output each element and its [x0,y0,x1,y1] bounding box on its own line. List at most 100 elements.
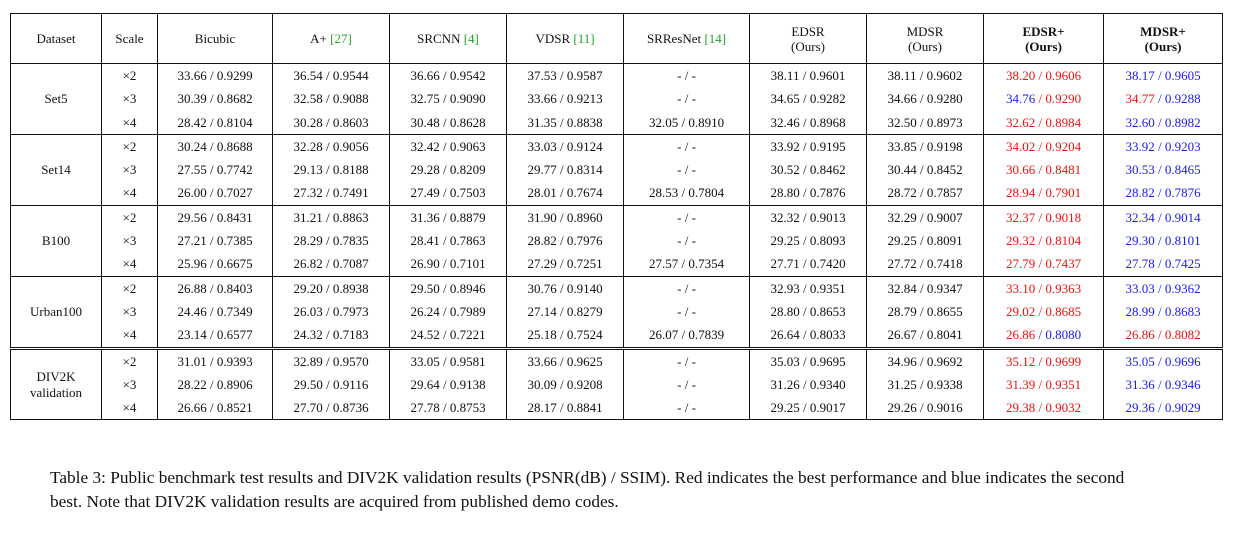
ssim-value: 0.9124 [566,138,603,154]
ssim-value: 0.9601 [809,68,846,83]
psnr-value: 30.76 [527,280,557,296]
results-table-container: Dataset Scale Bicubic A+ [27] SRCNN [4] VDSR … [10,13,1223,421]
value-separator: / [322,280,333,296]
result-cell: 29.38 / 0.9032 [983,396,1104,421]
psnr-value: 23.14 [177,327,207,343]
value-separator: / [799,353,810,369]
ssim-value: 0.9116 [333,376,369,392]
result-cell: 28.82 / 0.7876 [1103,181,1223,206]
ssim-value: 0.8653 [809,303,846,319]
psnr-value: 24.32 [293,327,323,343]
result-cell: 29.13 / 0.8188 [272,158,390,182]
psnr-value: 38.11 [887,68,917,83]
ssim-value: 0.8521 [216,400,253,416]
value-separator: / [556,400,567,416]
result-cell: 34.65 / 0.9282 [749,87,867,111]
column-header: Bicubic [157,13,273,64]
value-separator: / [322,256,333,272]
value-separator: / [799,185,810,201]
value-separator: / [681,376,692,392]
value-separator: / [322,209,333,225]
result-cell: 33.03 / 0.9124 [506,133,624,159]
result-cell: 29.28 / 0.8209 [389,158,507,182]
ssim-value: 0.7418 [926,256,963,272]
ssim-value: 0.7385 [216,233,253,249]
ssim-value: 0.9362 [1164,280,1201,296]
psnr-value: 33.10 [1005,280,1036,296]
value-separator: / [799,303,810,319]
result-cell: 28.80 / 0.8653 [749,299,867,324]
scale-cell: ×3 [101,87,158,111]
value-separator: / [678,114,689,130]
value-separator: / [1154,68,1165,83]
result-cell: - / - [623,275,750,300]
header-row: Dataset Scale Bicubic A+ [27] SRCNN [4] VDSR … [10,13,1223,64]
psnr-value: 29.25 [770,400,800,416]
result-cell: 29.56 / 0.8431 [157,204,273,230]
ssim-value: - [691,162,696,178]
psnr-value: 28.79 [887,303,917,319]
ssim-value: 0.9542 [449,68,486,83]
result-cell: 28.72 / 0.7857 [866,181,984,206]
psnr-value: 29.02 [1005,303,1036,319]
ssim-value: 0.7863 [449,233,486,249]
value-separator: / [206,327,217,343]
psnr-value: 32.75 [410,91,440,107]
result-cell: 31.26 / 0.9340 [749,372,867,397]
value-separator: / [799,376,810,392]
ssim-value: 0.7524 [566,327,603,343]
result-cell: 33.66 / 0.9625 [506,346,624,373]
scale-cell: ×4 [101,181,158,206]
ssim-value: 0.8462 [809,162,846,178]
psnr-value: 27.79 [1005,256,1036,272]
value-separator: / [799,114,810,130]
value-separator: / [206,400,217,416]
value-separator: / [799,400,810,416]
dataset-name: Urban100 [11,304,101,320]
ssim-value: 0.8188 [332,162,369,178]
value-separator: / [556,303,567,319]
ssim-value: 0.9063 [449,138,486,154]
result-cell: 31.01 / 0.9393 [157,346,273,373]
ssim-value: 0.8688 [216,138,253,154]
ssim-value: 0.8879 [449,209,486,225]
psnr-value: 30.28 [293,114,323,130]
value-separator: / [916,162,927,178]
column-header: Dataset [10,13,102,64]
psnr-value: 30.52 [770,162,800,178]
table-row: ×3 30.39 / 0.8682 32.58 / 0.9088 32.75 / 0.… [11,87,1223,111]
ssim-value: 0.7491 [332,185,369,201]
result-cell: 26.88 / 0.8403 [157,275,273,300]
ssim-value: 0.8082 [1164,327,1201,343]
value-separator: / [556,256,567,272]
ssim-value: 0.9570 [332,353,369,369]
ssim-value: 0.7876 [809,185,846,201]
result-cell: 29.50 / 0.9116 [272,372,390,397]
psnr-value: - [677,162,682,178]
result-cell: 28.94 / 0.7901 [983,181,1104,206]
psnr-value: 34.96 [887,353,917,369]
value-separator: / [1035,303,1046,319]
value-separator: / [1154,114,1165,130]
psnr-value: 32.28 [293,138,323,154]
value-separator: / [1035,138,1046,154]
ssim-value: 0.7349 [216,303,253,319]
dataset-name-line: Set14 [41,161,71,177]
ssim-value: 0.9338 [926,376,963,392]
column-header-label: A+ [310,31,331,46]
result-cell: 34.76 / 0.9290 [983,87,1104,111]
ssim-value: 0.9282 [809,91,846,107]
psnr-value: 27.70 [293,400,323,416]
result-cell: 28.22 / 0.8906 [157,372,273,397]
ssim-value: - [691,376,696,392]
ssim-value: 0.8465 [1164,162,1201,178]
ssim-value: - [691,400,696,416]
value-separator: / [916,91,927,107]
psnr-value: 37.53 [527,68,557,83]
scale-cell: ×4 [101,323,158,349]
psnr-value: 29.36 [1125,400,1155,416]
column-header: MDSR (Ours) [866,13,984,64]
dataset-name: B100 [11,233,101,249]
ssim-value: 0.8080 [1045,327,1082,343]
ssim-value: 0.9699 [1045,353,1082,369]
